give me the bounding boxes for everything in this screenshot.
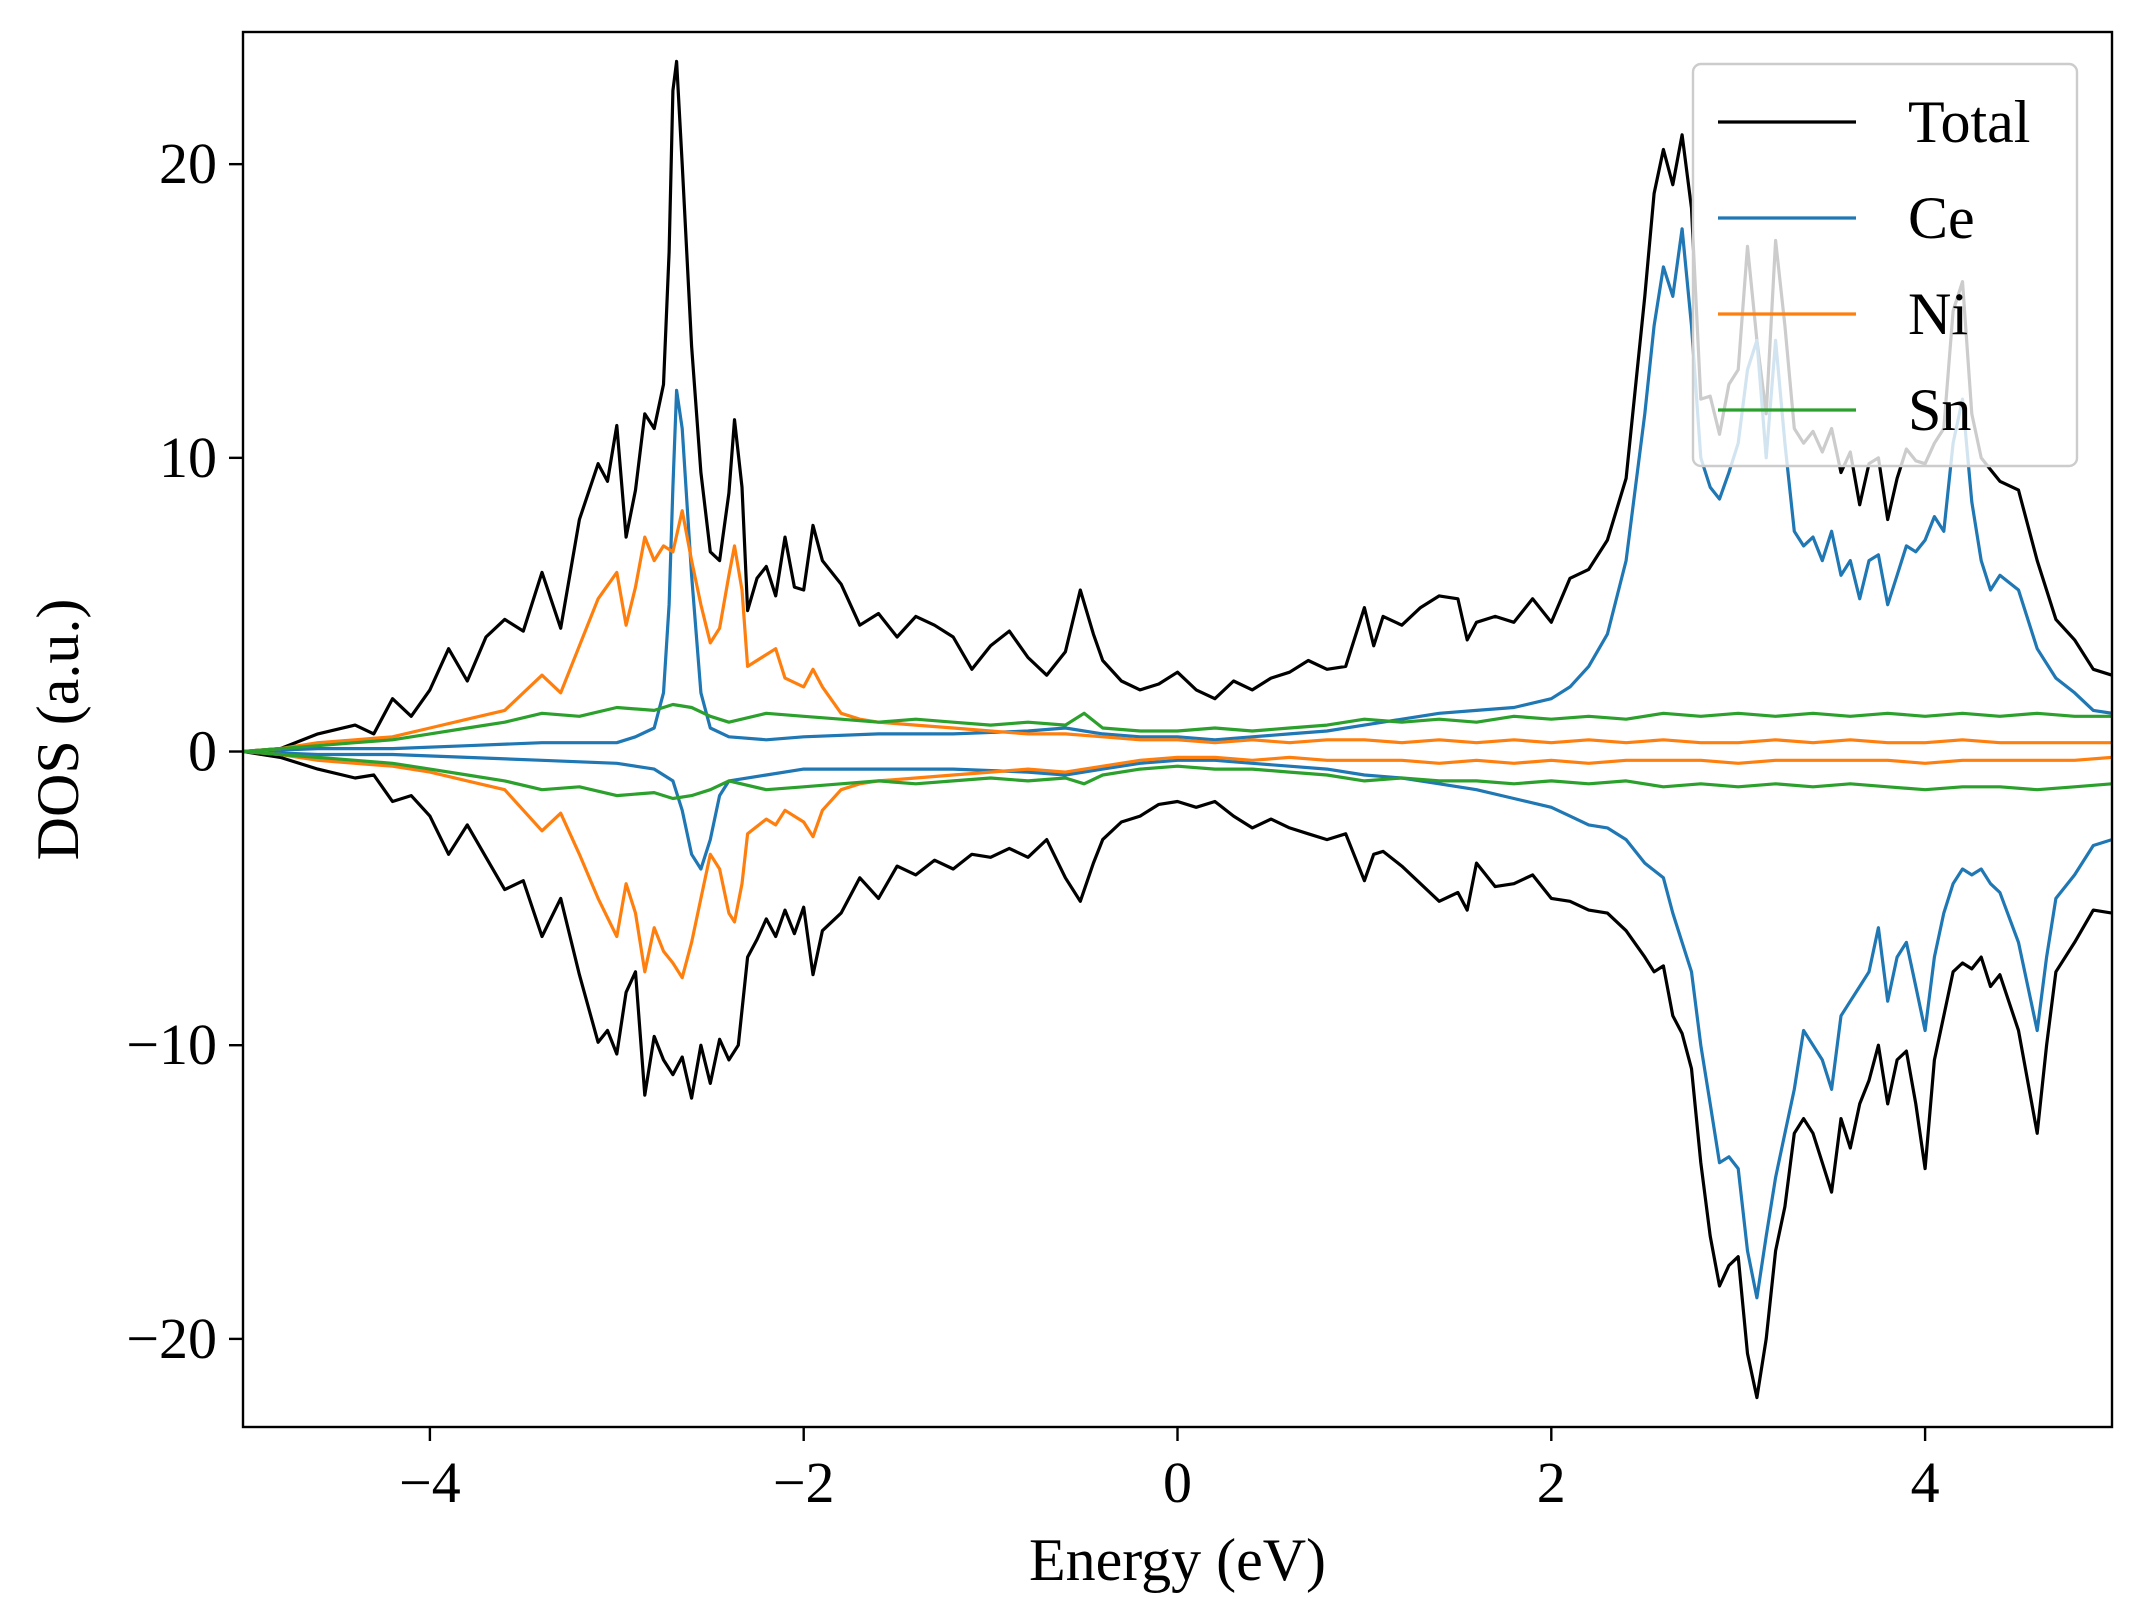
y-tick-label: 20	[159, 131, 217, 196]
x-tick-label: 0	[1163, 1450, 1192, 1515]
series-line-sn-up	[243, 702, 2112, 754]
legend-label-ce: Ce	[1908, 185, 1975, 251]
y-tick-label: 10	[159, 425, 217, 490]
y-axis-title: DOS (a.u.)	[25, 599, 91, 861]
series-line-sn-down	[243, 749, 2112, 801]
legend: Total Ce Ni Sn	[1691, 62, 2079, 468]
x-tick-label: 4	[1911, 1450, 1940, 1515]
x-tick-label: −2	[773, 1450, 835, 1515]
series-line-ni-down	[243, 749, 2112, 980]
legend-label-sn: Sn	[1908, 377, 1971, 443]
series-line-ni-up	[243, 509, 2112, 754]
x-tick-label: 2	[1537, 1450, 1566, 1515]
y-tick-label: 0	[188, 719, 217, 784]
series-layer	[243, 59, 2112, 1400]
y-tick-label: −10	[126, 1012, 217, 1077]
y-tick-label: −20	[126, 1306, 217, 1371]
series-line-ce-down	[243, 749, 2112, 1300]
series-line-ce-up	[243, 227, 2112, 754]
series-line-total-down	[243, 749, 2112, 1400]
x-axis-title: Energy (eV)	[1029, 1527, 1326, 1593]
legend-label-ni: Ni	[1908, 281, 1968, 347]
legend-box	[1691, 62, 2079, 468]
x-tick-label: −4	[399, 1450, 461, 1515]
legend-label-total: Total	[1908, 89, 2030, 155]
